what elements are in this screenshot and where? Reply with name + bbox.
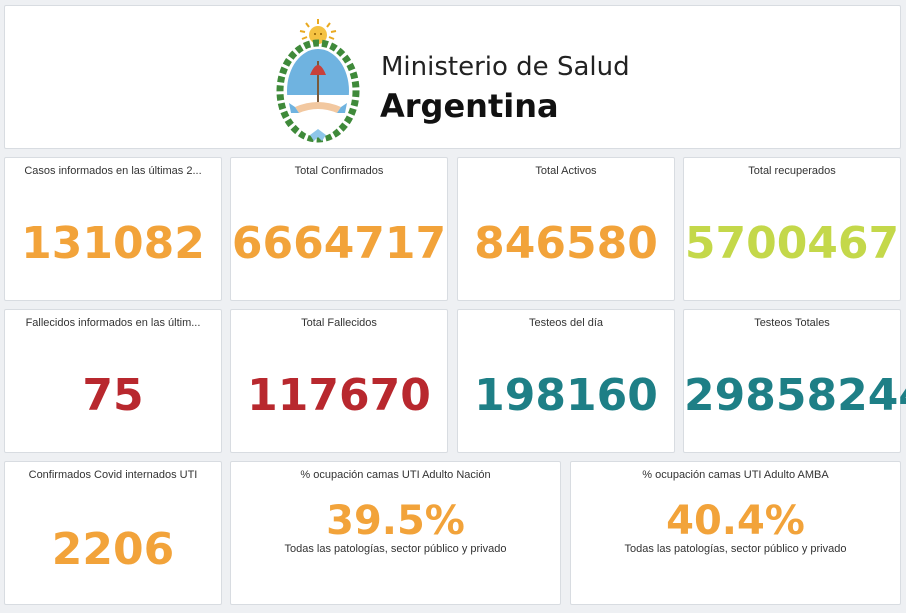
stat-card-total-recovered[interactable]: Total recuperados 5700467 — [683, 157, 901, 301]
header-panel: Ministerio de Salud Argentina — [4, 5, 901, 149]
stat-card-icu-occupancy-amba[interactable]: % ocupación camas UTI Adulto AMBA 40.4% … — [570, 461, 901, 605]
stat-value: 198160 — [474, 370, 658, 421]
argentina-coat-of-arms-icon — [276, 19, 360, 143]
stat-title: Testeos del día — [529, 317, 603, 329]
stat-title: Testeos Totales — [754, 317, 830, 329]
stat-value: 2206 — [51, 524, 175, 575]
occupancy-subtitle: Todas las patologías, sector público y p… — [284, 543, 507, 555]
stat-title: Fallecidos informados en las últim... — [25, 317, 201, 329]
stat-value: 75 — [82, 370, 144, 421]
stat-card-total-tests[interactable]: Testeos Totales 29858244 — [683, 309, 906, 453]
stat-title: Casos informados en las últimas 2... — [24, 165, 202, 177]
stat-card-total-confirmed[interactable]: Total Confirmados 6664717 — [230, 157, 448, 301]
stat-title: Confirmados Covid internados UTI — [28, 469, 198, 481]
stat-card-tests-today[interactable]: Testeos del día 198160 — [457, 309, 675, 453]
stat-value: 846580 — [474, 218, 658, 269]
stat-card-deaths-last-24h[interactable]: Fallecidos informados en las últim... 75 — [4, 309, 222, 453]
stat-title: Total Confirmados — [294, 165, 384, 177]
country-name: Argentina — [380, 87, 559, 125]
occupancy-value: 39.5% — [326, 498, 465, 544]
stat-title: Total recuperados — [748, 165, 836, 177]
occupancy-value: 40.4% — [666, 498, 805, 544]
stat-title: Total Fallecidos — [301, 317, 377, 329]
stat-card-icu-occupancy-nation[interactable]: % ocupación camas UTI Adulto Nación 39.5… — [230, 461, 561, 605]
stat-title: % ocupación camas UTI Adulto Nación — [300, 469, 491, 481]
stat-value: 117670 — [247, 370, 431, 421]
stat-value: 131082 — [21, 218, 205, 269]
occupancy-subtitle: Todas las patologías, sector público y p… — [624, 543, 847, 555]
stat-value: 29858244 — [684, 370, 906, 421]
stat-value: 5700467 — [684, 218, 900, 269]
stat-value: 6664717 — [231, 218, 447, 269]
stat-title: Total Activos — [535, 165, 597, 177]
ministry-name: Ministerio de Salud — [381, 52, 630, 82]
stat-card-icu-confirmed[interactable]: Confirmados Covid internados UTI 2206 — [4, 461, 222, 605]
stat-card-total-deaths[interactable]: Total Fallecidos 117670 — [230, 309, 448, 453]
stat-card-total-active[interactable]: Total Activos 846580 — [457, 157, 675, 301]
stat-title: % ocupación camas UTI Adulto AMBA — [642, 469, 829, 481]
stat-card-cases-last-24h[interactable]: Casos informados en las últimas 2... 131… — [4, 157, 222, 301]
